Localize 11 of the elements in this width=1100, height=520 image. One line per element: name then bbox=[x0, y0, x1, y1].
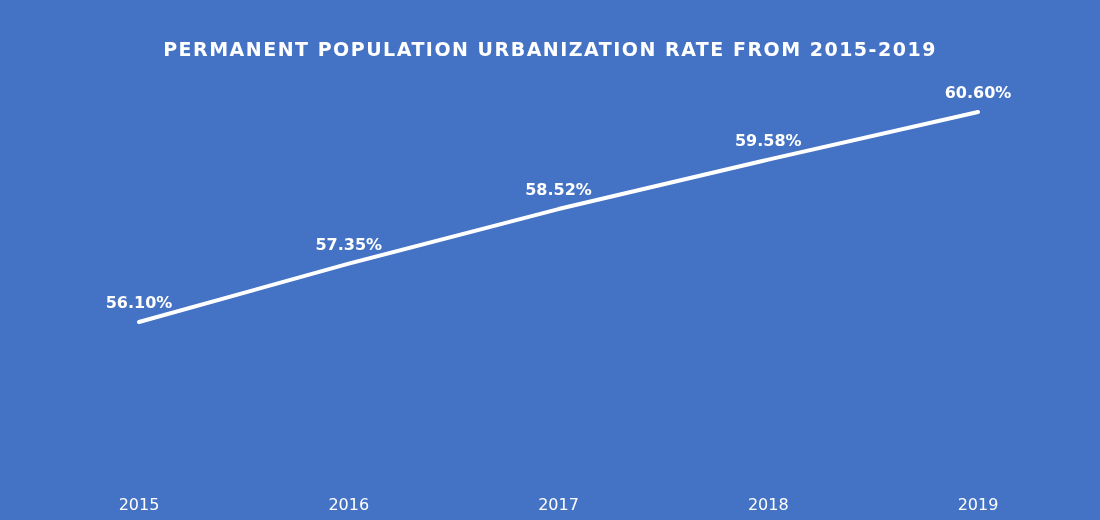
data-label: 60.60% bbox=[944, 83, 1012, 102]
x-tick-label: 2015 bbox=[118, 495, 160, 514]
x-tick-label: 2017 bbox=[538, 495, 579, 514]
x-tick-label: 2016 bbox=[328, 495, 370, 514]
x-tick-label: 2019 bbox=[957, 495, 999, 514]
chart-title: PERMANENT POPULATION URBANIZATION RATE FROM 2015-2019 bbox=[163, 38, 937, 60]
x-tick-label: 2018 bbox=[747, 495, 789, 514]
data-label: 58.52% bbox=[525, 180, 592, 200]
data-label: 59.58% bbox=[734, 130, 802, 150]
data-label: 56.10% bbox=[105, 293, 173, 312]
data-label: 57.35% bbox=[315, 234, 383, 254]
